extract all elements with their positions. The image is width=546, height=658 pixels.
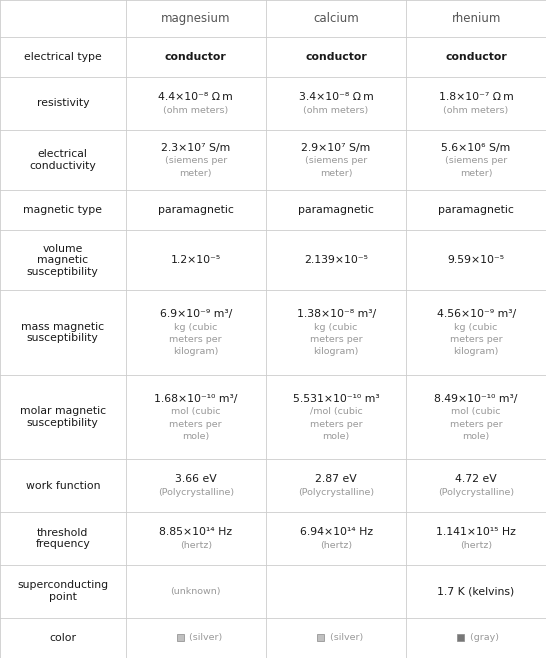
Bar [177, 634, 183, 642]
Text: 5.6×10⁶ S/m: 5.6×10⁶ S/m [442, 143, 511, 153]
Text: kilogram): kilogram) [173, 347, 218, 357]
Text: (siemens per: (siemens per [445, 157, 507, 165]
Text: mass magnetic
susceptibility: mass magnetic susceptibility [21, 322, 104, 343]
Text: meters per: meters per [169, 335, 222, 344]
Text: calcium: calcium [313, 12, 359, 25]
Text: (Polycrystalline): (Polycrystalline) [298, 488, 374, 497]
Text: (silver): (silver) [187, 634, 223, 642]
Text: (unknown): (unknown) [170, 587, 221, 595]
Text: magnesium: magnesium [161, 12, 230, 25]
Text: meter): meter) [320, 168, 352, 178]
Text: 3.66 eV: 3.66 eV [175, 474, 217, 484]
Text: 4.72 eV: 4.72 eV [455, 474, 497, 484]
Text: (silver): (silver) [327, 634, 363, 642]
Text: conductor: conductor [165, 52, 227, 62]
Text: (ohm meters): (ohm meters) [443, 106, 509, 115]
Text: resistivity: resistivity [37, 99, 89, 109]
Text: conductor: conductor [305, 52, 367, 62]
Text: superconducting
point: superconducting point [17, 580, 108, 602]
Text: 8.85×10¹⁴ Hz: 8.85×10¹⁴ Hz [159, 527, 232, 538]
Text: threshold
frequency: threshold frequency [35, 528, 90, 549]
Text: molar magnetic
susceptibility: molar magnetic susceptibility [20, 406, 106, 428]
Text: mole): mole) [462, 432, 490, 441]
Text: 2.139×10⁻⁵: 2.139×10⁻⁵ [304, 255, 368, 265]
Text: mole): mole) [182, 432, 209, 441]
Text: meters per: meters per [310, 420, 363, 428]
Text: 2.9×10⁷ S/m: 2.9×10⁷ S/m [301, 143, 371, 153]
Text: kg (cubic: kg (cubic [174, 323, 217, 332]
Text: mol (cubic: mol (cubic [171, 407, 221, 417]
Text: 4.56×10⁻⁹ m³/: 4.56×10⁻⁹ m³/ [437, 309, 515, 319]
Text: meter): meter) [180, 168, 212, 178]
Text: magnetic type: magnetic type [23, 205, 102, 215]
Text: (Polycrystalline): (Polycrystalline) [438, 488, 514, 497]
Text: meter): meter) [460, 168, 492, 178]
Text: kilogram): kilogram) [313, 347, 359, 357]
Text: 8.49×10⁻¹⁰ m³/: 8.49×10⁻¹⁰ m³/ [435, 393, 518, 403]
Text: /mol (cubic: /mol (cubic [310, 407, 363, 417]
Text: paramagnetic: paramagnetic [438, 205, 514, 215]
Text: color: color [49, 633, 76, 643]
Text: (siemens per: (siemens per [305, 157, 367, 165]
Text: paramagnetic: paramagnetic [298, 205, 374, 215]
Text: (siemens per: (siemens per [164, 157, 227, 165]
Text: work function: work function [26, 480, 100, 491]
Text: 5.531×10⁻¹⁰ m³: 5.531×10⁻¹⁰ m³ [293, 393, 379, 403]
Text: 6.94×10¹⁴ Hz: 6.94×10¹⁴ Hz [300, 527, 372, 538]
Text: electrical type: electrical type [24, 52, 102, 62]
Text: (ohm meters): (ohm meters) [304, 106, 369, 115]
Bar [317, 634, 324, 642]
Text: (hertz): (hertz) [460, 541, 492, 550]
Text: (hertz): (hertz) [320, 541, 352, 550]
Text: conductor: conductor [445, 52, 507, 62]
Text: 1.68×10⁻¹⁰ m³/: 1.68×10⁻¹⁰ m³/ [154, 393, 238, 403]
Text: 4.4×10⁻⁸ Ω m: 4.4×10⁻⁸ Ω m [158, 92, 233, 102]
Text: rhenium: rhenium [452, 12, 501, 25]
Text: mole): mole) [323, 432, 349, 441]
Text: meters per: meters per [169, 420, 222, 428]
Text: (gray): (gray) [467, 634, 499, 642]
Text: meters per: meters per [310, 335, 363, 344]
Text: 1.2×10⁻⁵: 1.2×10⁻⁵ [171, 255, 221, 265]
Text: 3.4×10⁻⁸ Ω m: 3.4×10⁻⁸ Ω m [299, 92, 373, 102]
Text: 6.9×10⁻⁹ m³/: 6.9×10⁻⁹ m³/ [159, 309, 232, 319]
Text: meters per: meters per [450, 335, 502, 344]
Text: 1.7 K (kelvins): 1.7 K (kelvins) [437, 586, 515, 596]
Text: (Polycrystalline): (Polycrystalline) [158, 488, 234, 497]
Text: kg (cubic: kg (cubic [314, 323, 358, 332]
Text: 1.8×10⁻⁷ Ω m: 1.8×10⁻⁷ Ω m [439, 92, 513, 102]
Bar [457, 634, 464, 642]
Text: (ohm meters): (ohm meters) [163, 106, 228, 115]
Text: kg (cubic: kg (cubic [454, 323, 498, 332]
Text: volume
magnetic
susceptibility: volume magnetic susceptibility [27, 244, 99, 277]
Text: 2.3×10⁷ S/m: 2.3×10⁷ S/m [161, 143, 230, 153]
Text: (hertz): (hertz) [180, 541, 212, 550]
Text: 1.38×10⁻⁸ m³/: 1.38×10⁻⁸ m³/ [296, 309, 376, 319]
Text: electrical
conductivity: electrical conductivity [29, 149, 96, 170]
Text: meters per: meters per [450, 420, 502, 428]
Text: 2.87 eV: 2.87 eV [315, 474, 357, 484]
Text: 9.59×10⁻⁵: 9.59×10⁻⁵ [448, 255, 505, 265]
Text: paramagnetic: paramagnetic [158, 205, 234, 215]
Text: kilogram): kilogram) [453, 347, 499, 357]
Text: mol (cubic: mol (cubic [452, 407, 501, 417]
Text: 1.141×10¹⁵ Hz: 1.141×10¹⁵ Hz [436, 527, 516, 538]
